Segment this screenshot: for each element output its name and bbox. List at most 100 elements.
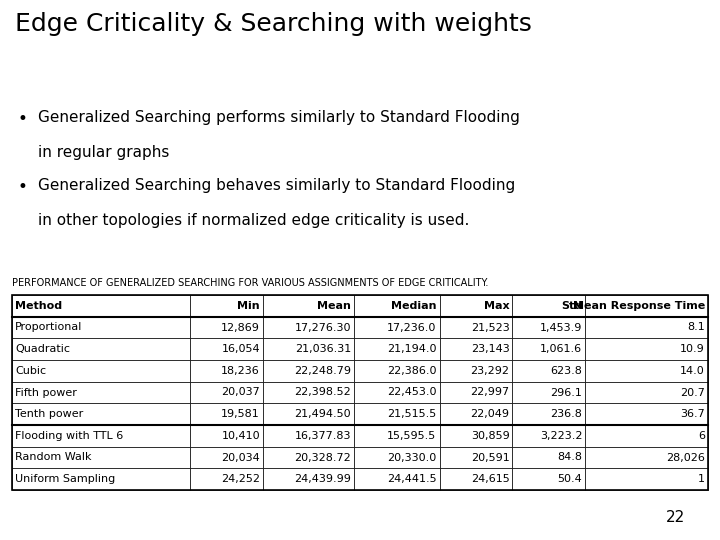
Text: 20,591: 20,591 [471, 453, 510, 462]
Bar [585, 425, 708, 447]
Text: 24,441.5: 24,441.5 [387, 474, 436, 484]
Bar [354, 382, 439, 403]
Text: 16,054: 16,054 [222, 344, 260, 354]
Bar [585, 295, 708, 316]
Bar [439, 339, 513, 360]
Text: Random Walk: Random Walk [15, 453, 91, 462]
Text: Min: Min [238, 301, 260, 311]
Bar [354, 403, 439, 425]
Text: 30,859: 30,859 [471, 431, 510, 441]
Text: Fifth power: Fifth power [15, 388, 77, 397]
Bar [12, 382, 190, 403]
Text: 1: 1 [698, 474, 705, 484]
Bar [263, 316, 354, 339]
Bar [190, 447, 263, 468]
Text: 22,386.0: 22,386.0 [387, 366, 436, 376]
Bar [585, 403, 708, 425]
Bar [513, 295, 585, 316]
Text: 22,398.52: 22,398.52 [294, 388, 351, 397]
Text: 3,223.2: 3,223.2 [540, 431, 582, 441]
Text: 28,026: 28,026 [666, 453, 705, 462]
Bar [439, 360, 513, 382]
Text: PERFORMANCE OF GENERALIZED SEARCHING FOR VARIOUS ASSIGNMENTS OF EDGE CRITICALITY: PERFORMANCE OF GENERALIZED SEARCHING FOR… [12, 278, 488, 288]
Text: 20,328.72: 20,328.72 [294, 453, 351, 462]
Text: 21,036.31: 21,036.31 [295, 344, 351, 354]
Text: Edge Criticality & Searching with weights: Edge Criticality & Searching with weight… [15, 12, 532, 36]
Text: 17,236.0: 17,236.0 [387, 322, 436, 333]
Text: 20,037: 20,037 [221, 388, 260, 397]
Bar [354, 360, 439, 382]
Bar [439, 447, 513, 468]
Bar [12, 339, 190, 360]
Text: 10,410: 10,410 [222, 431, 260, 441]
Text: 10.9: 10.9 [680, 344, 705, 354]
Text: 21,523: 21,523 [471, 322, 510, 333]
Text: 22,049: 22,049 [470, 409, 510, 419]
Text: •: • [18, 178, 28, 196]
Bar [439, 382, 513, 403]
Bar [12, 360, 190, 382]
Bar [190, 360, 263, 382]
Bar [354, 447, 439, 468]
Text: in other topologies if normalized edge criticality is used.: in other topologies if normalized edge c… [38, 213, 469, 228]
Text: Uniform Sampling: Uniform Sampling [15, 474, 115, 484]
Text: 36.7: 36.7 [680, 409, 705, 419]
Bar [190, 339, 263, 360]
Bar [585, 316, 708, 339]
Text: Quadratic: Quadratic [15, 344, 70, 354]
Text: 17,276.30: 17,276.30 [294, 322, 351, 333]
Text: 1,453.9: 1,453.9 [540, 322, 582, 333]
Bar [513, 360, 585, 382]
Bar [513, 403, 585, 425]
Text: Median: Median [391, 301, 436, 311]
Text: Mean: Mean [318, 301, 351, 311]
Text: 50.4: 50.4 [557, 474, 582, 484]
Text: 296.1: 296.1 [551, 388, 582, 397]
Bar [12, 295, 708, 490]
Text: 22: 22 [666, 510, 685, 525]
Bar [354, 316, 439, 339]
Bar [263, 339, 354, 360]
Text: Cubic: Cubic [15, 366, 46, 376]
Bar [263, 403, 354, 425]
Bar [439, 295, 513, 316]
Text: 20.7: 20.7 [680, 388, 705, 397]
Bar [190, 295, 263, 316]
Text: in regular graphs: in regular graphs [38, 145, 169, 160]
Bar [190, 425, 263, 447]
Text: Max: Max [484, 301, 510, 311]
Text: 18,236: 18,236 [221, 366, 260, 376]
Bar [190, 468, 263, 490]
Text: 23,292: 23,292 [470, 366, 510, 376]
Text: Std: Std [562, 301, 582, 311]
Text: Tenth power: Tenth power [15, 409, 84, 419]
Bar [263, 382, 354, 403]
Bar [439, 316, 513, 339]
Bar [12, 468, 190, 490]
Text: 1,061.6: 1,061.6 [540, 344, 582, 354]
Bar [12, 447, 190, 468]
Bar [12, 316, 190, 339]
Text: 24,252: 24,252 [221, 474, 260, 484]
Bar [263, 360, 354, 382]
Bar [190, 382, 263, 403]
Text: 24,439.99: 24,439.99 [294, 474, 351, 484]
Text: Proportional: Proportional [15, 322, 82, 333]
Bar [513, 339, 585, 360]
Bar [190, 403, 263, 425]
Text: Flooding with TTL 6: Flooding with TTL 6 [15, 431, 123, 441]
Text: Generalized Searching behaves similarly to Standard Flooding: Generalized Searching behaves similarly … [38, 178, 516, 193]
Text: 23,143: 23,143 [471, 344, 510, 354]
Bar [263, 295, 354, 316]
Bar [354, 339, 439, 360]
Text: 12,869: 12,869 [221, 322, 260, 333]
Text: •: • [18, 110, 28, 128]
Text: 24,615: 24,615 [471, 474, 510, 484]
Bar [585, 447, 708, 468]
Bar [263, 447, 354, 468]
Text: Generalized Searching performs similarly to Standard Flooding: Generalized Searching performs similarly… [38, 110, 520, 125]
Text: 19,581: 19,581 [221, 409, 260, 419]
Bar [585, 382, 708, 403]
Text: 21,515.5: 21,515.5 [387, 409, 436, 419]
Text: 623.8: 623.8 [551, 366, 582, 376]
